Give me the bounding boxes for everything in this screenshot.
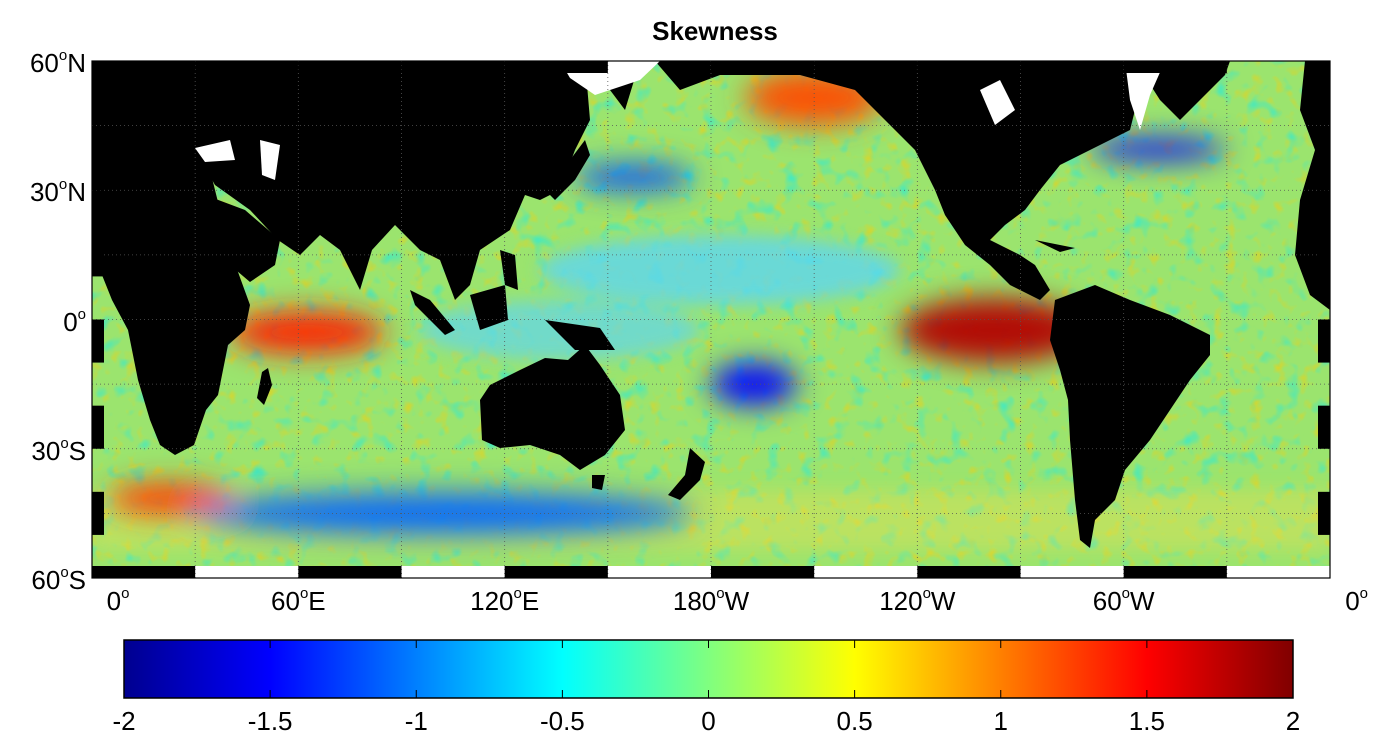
colorbar-tick-label: 1.5 xyxy=(1128,706,1165,736)
colorbar xyxy=(123,639,1294,699)
frame-bar xyxy=(1123,566,1227,578)
africa-land xyxy=(92,61,250,455)
hudson-bay-missing xyxy=(980,80,1015,125)
madagascar-land xyxy=(257,368,272,405)
colorbar-tick-label: -1.5 xyxy=(247,706,293,736)
chart-title: Skewness xyxy=(652,16,778,46)
borneo-land xyxy=(470,285,508,330)
frame-bar xyxy=(1318,61,1330,105)
colorbar-tick-label: 0 xyxy=(701,706,716,736)
colorbar-tick-label: 2 xyxy=(1285,706,1301,736)
frame-bar xyxy=(917,61,1021,73)
longitude-tick-label: 60oE xyxy=(271,585,326,616)
greenland-land xyxy=(1135,61,1230,120)
frame-bar xyxy=(92,147,104,191)
longitude-tick-label: 180oW xyxy=(672,585,750,616)
frame-bar xyxy=(711,566,815,578)
eastern-equatorial-pacific-positive xyxy=(900,297,1090,363)
kuroshio-extension-negative xyxy=(573,164,694,191)
longitude-tick-label: 120oW xyxy=(879,585,956,616)
australia-land xyxy=(480,345,625,470)
latitude-tick-label: 30oN xyxy=(29,176,86,208)
colorbar-tick-label: -0.5 xyxy=(539,706,585,736)
arctic-right-missing xyxy=(1125,61,1165,130)
western-indian-ocean-positive xyxy=(229,310,385,354)
frame-bar xyxy=(504,566,608,578)
frame-bar xyxy=(92,61,104,105)
philippines-land xyxy=(500,250,518,290)
colorbar-tick-label: -2 xyxy=(112,706,136,736)
map-frame xyxy=(92,61,1330,578)
frame-bar xyxy=(298,566,402,578)
agulhas-return-positive xyxy=(109,483,230,514)
frame-bar xyxy=(711,61,815,73)
frame-bar xyxy=(1318,147,1330,191)
arabian-peninsula-land xyxy=(205,195,280,282)
colorbar-tick-label: 0.5 xyxy=(836,706,873,736)
new-zealand-land xyxy=(668,448,705,500)
frame-bar xyxy=(1318,491,1330,535)
latitude-tick-label: 60oS xyxy=(31,564,86,595)
eurasia-land xyxy=(104,61,590,300)
frame-bar xyxy=(92,319,104,363)
caspian-missing xyxy=(260,140,280,180)
new-guinea-land xyxy=(545,320,615,350)
frame-bar xyxy=(504,61,608,73)
frame-bar xyxy=(92,61,196,73)
map-border xyxy=(91,60,1331,579)
south-america-land xyxy=(1050,285,1210,548)
tasmania-land xyxy=(592,475,605,490)
frame-bar xyxy=(1318,319,1330,363)
frame-bar xyxy=(92,491,104,535)
frame-bar xyxy=(92,566,196,578)
longitude-tick-label: 0o xyxy=(106,585,130,616)
colorbar-ticks xyxy=(123,640,1294,698)
longitude-tick-label: 120oE xyxy=(470,585,540,616)
japan-land xyxy=(545,140,590,200)
latitude-tick-label: 0o xyxy=(63,305,86,337)
south-pacific-negative xyxy=(711,362,797,406)
frame-bar xyxy=(92,233,104,277)
latitude-tick-label: 30oS xyxy=(31,434,86,466)
longitude-tick-label: 60oW xyxy=(1092,585,1155,616)
frame-bar xyxy=(1123,61,1227,73)
frame-bar xyxy=(92,405,104,449)
colorbar-tick-label: 1 xyxy=(993,706,1008,736)
frame-bar xyxy=(298,61,402,73)
latitude-tick-label: 60oN xyxy=(29,47,86,78)
colorbar-tick-label: -1 xyxy=(404,706,428,736)
frame-bar xyxy=(1318,405,1330,449)
gulf-stream-negative xyxy=(1089,138,1227,161)
north-america-land xyxy=(655,61,1140,300)
frame-bar xyxy=(1318,233,1330,277)
black-sea-missing xyxy=(195,140,235,162)
longitude-tick-label: 0o xyxy=(1345,585,1368,616)
frame-bar xyxy=(917,566,1021,578)
cuba-land xyxy=(1035,240,1075,252)
sumatra-land xyxy=(410,290,455,335)
